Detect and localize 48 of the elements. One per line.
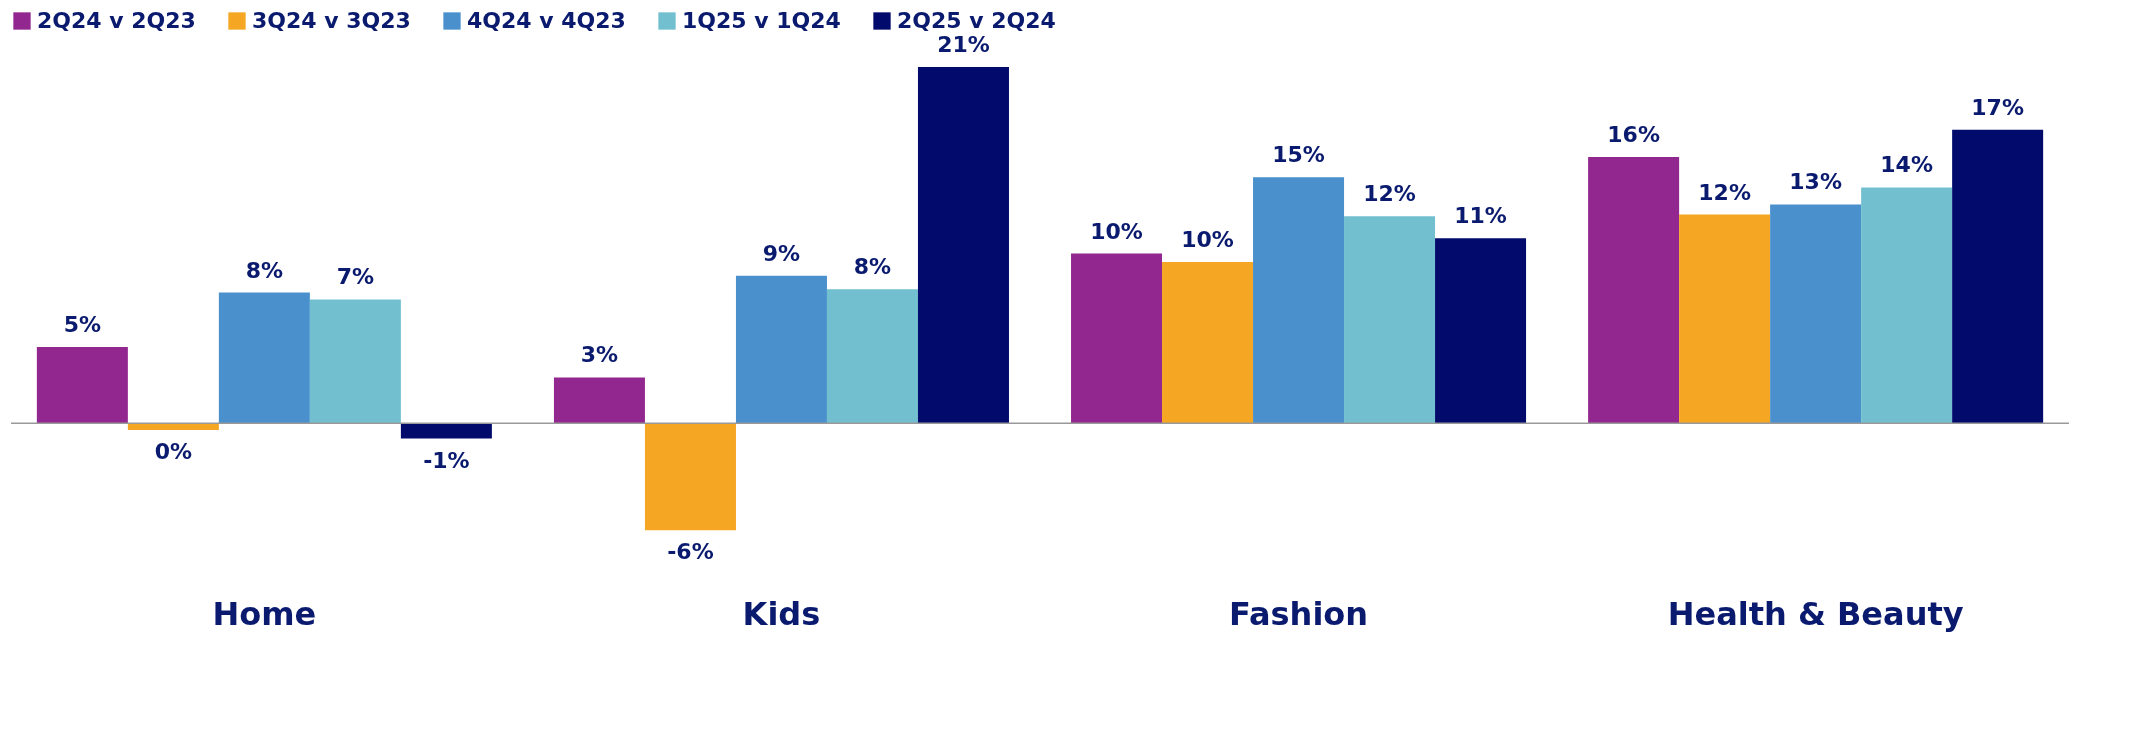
bar [1588,156,1680,424]
legend-label: 2Q24 v 2Q23 [37,8,196,33]
data-label: 7% [336,264,375,290]
bar [1344,216,1436,424]
data-label: 16% [1607,121,1660,147]
data-label: 8% [245,257,284,283]
data-label: -6% [667,539,714,565]
bar [1679,214,1771,424]
data-label: 10% [1090,218,1143,244]
data-label: 12% [1698,179,1751,205]
bar [36,346,128,424]
bar [1861,187,1953,424]
bar [917,66,1009,424]
data-label: 0% [154,439,193,465]
data-label: 10% [1181,227,1234,253]
x-tick-label: Fashion [1228,594,1369,633]
data-label: 12% [1363,181,1416,207]
legend-label: 2Q25 v 2Q24 [897,8,1056,33]
data-label: 17% [1971,94,2024,120]
data-label: 3% [580,342,619,368]
bar [309,299,401,424]
legend-label: 4Q24 v 4Q23 [467,8,626,33]
data-label: 8% [853,254,892,280]
x-tick-label: Kids [742,594,821,633]
data-label: 13% [1789,169,1842,195]
legend-label: 1Q25 v 1Q24 [682,8,841,33]
x-tick-label: Health & Beauty [1667,594,1964,633]
bar [400,423,492,439]
bar [826,289,918,424]
data-label: 9% [762,240,801,266]
data-label: 5% [63,311,102,337]
data-label: 15% [1272,142,1325,168]
bar [1952,129,2044,424]
data-label: 14% [1880,152,1933,178]
legend-label: 3Q24 v 3Q23 [252,8,411,33]
x-tick-label: Home [212,594,317,633]
bar [553,377,645,424]
bar [218,292,310,424]
bar [1770,204,1862,424]
data-label: -1% [423,447,470,473]
bar [1253,177,1345,424]
data-label: 11% [1454,203,1507,229]
data-label: 21% [937,31,990,57]
bar [1071,253,1163,424]
bar [1435,238,1527,424]
bar [644,423,736,531]
bar [1162,262,1254,424]
bar [735,275,827,424]
